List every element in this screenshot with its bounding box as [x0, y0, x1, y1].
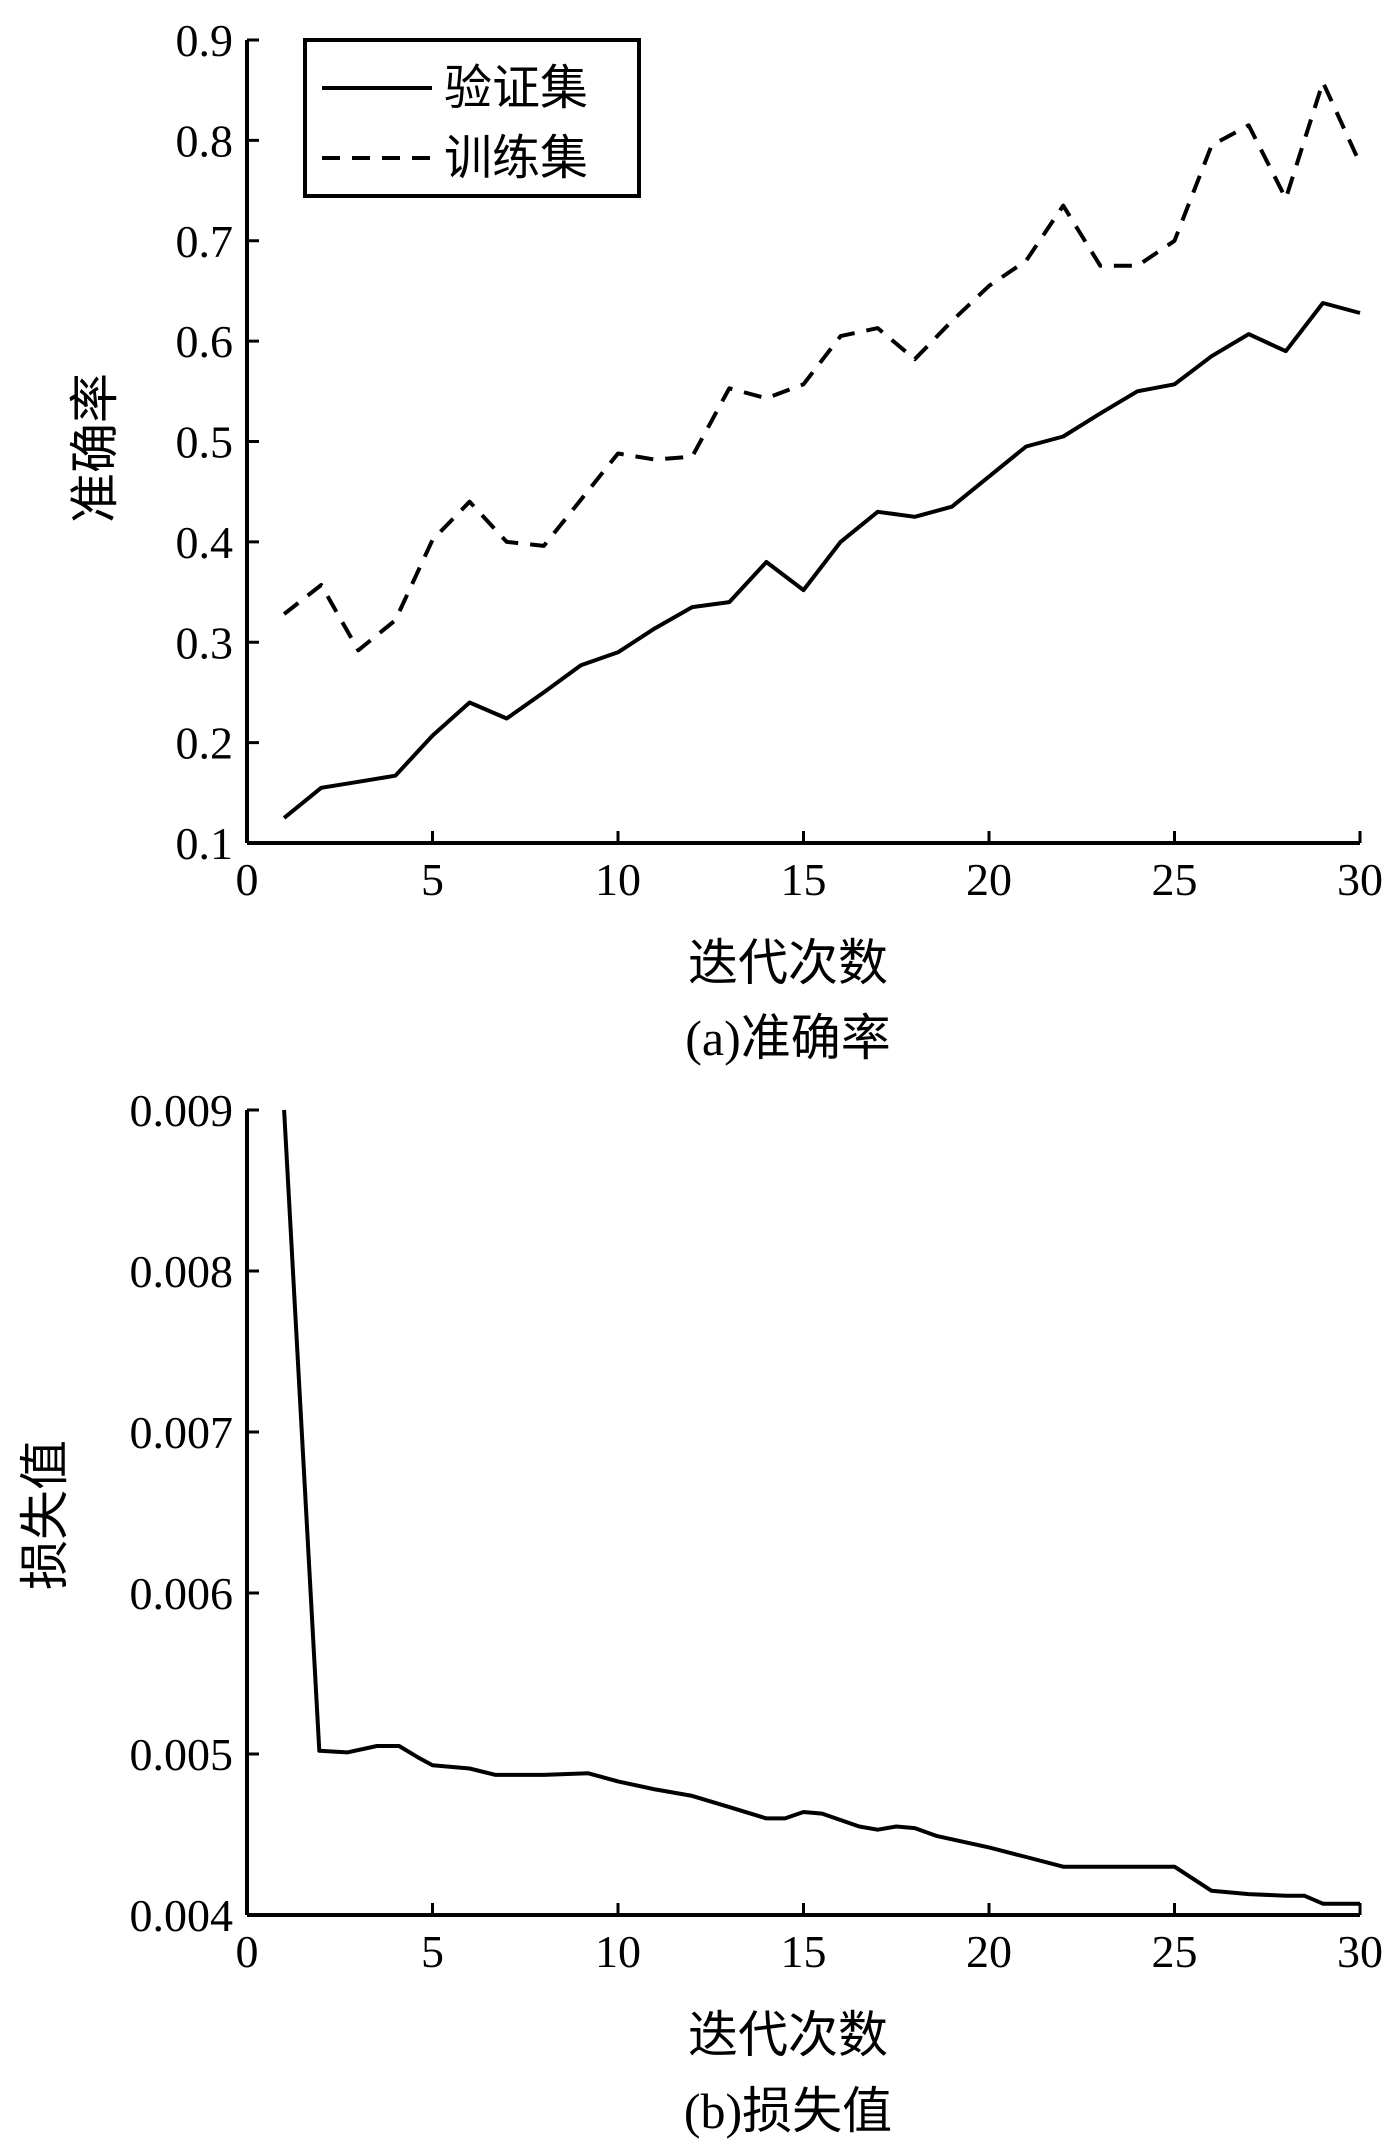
- accuracy-series-line-1: [282, 80, 1362, 653]
- accuracy-y-tick-label: 0.1: [176, 818, 234, 869]
- accuracy-marks: 0 5 10 15 20 25 30 0.1 0.2 0.3 0.4 0.5 0.6 0.7 0.8 0.9: [176, 15, 1384, 905]
- loss-x-tick-label: 25: [1152, 1926, 1198, 1977]
- loss-series-line-0: [282, 1109, 1360, 1906]
- loss-x-tick-label: 30: [1337, 1926, 1383, 1977]
- loss-x-tick-label: 0: [236, 1926, 259, 1977]
- accuracy-y-tick-label: 0.4: [176, 517, 234, 568]
- loss-caption: (b)损失值: [684, 2083, 892, 2139]
- accuracy-chart: 0 5 10 15 20 25 300.10.20.30.40.50.60.70.80.9 …: [66, 15, 1383, 1066]
- loss-y-tick-label: 0.007: [130, 1407, 234, 1458]
- loss-x-tick-label: 20: [966, 1926, 1012, 1977]
- loss-y-tick-label: 0.006: [130, 1568, 234, 1619]
- accuracy-x-tick-label: 10: [595, 854, 641, 905]
- accuracy-y-tick-label: 0.6: [176, 316, 234, 367]
- legend: 验证集 训练集: [303, 38, 641, 198]
- accuracy-y-tick-label: 0.5: [176, 417, 234, 468]
- loss-marks: 0 5 10 15 20 25 30 0.004 0.005 0.006 0.007 0.008 0.0…: [130, 1085, 1384, 1977]
- accuracy-y-tick-label: 0.3: [176, 617, 234, 668]
- loss-y-tick-label: 0.008: [130, 1246, 234, 1297]
- accuracy-y-tick-label: 0.7: [176, 216, 234, 267]
- accuracy-y-tick-label: 0.8: [176, 115, 234, 166]
- accuracy-y-tick-label: 0.2: [176, 718, 234, 769]
- accuracy-ylabel: 准确率: [66, 373, 124, 523]
- legend-label-training: 训练集: [444, 130, 588, 186]
- accuracy-xlabel: 迭代次数: [688, 934, 888, 992]
- loss-ylabel: 损失值: [16, 1440, 74, 1590]
- loss-chart: 0 5 10 15 20 25 30 0.004 0.005 0.006 0.007 0.008 0.0…: [16, 1085, 1383, 2139]
- accuracy-y-tick-label: 0.9: [176, 15, 234, 66]
- legend-label-validation: 验证集: [444, 60, 588, 116]
- accuracy-x-tick-label: 0: [236, 854, 259, 905]
- loss-y-tick-label: 0.004: [130, 1890, 234, 1941]
- accuracy-series-line-0: [282, 301, 1361, 820]
- loss-y-tick-label: 0.009: [130, 1085, 234, 1136]
- accuracy-x-tick-label: 30: [1337, 854, 1383, 905]
- loss-x-tick-label: 15: [781, 1926, 827, 1977]
- loss-x-tick-label: 5: [421, 1926, 444, 1977]
- accuracy-caption: (a)准确率: [685, 1010, 891, 1066]
- accuracy-x-tick-label: 15: [781, 854, 827, 905]
- legend-box: [303, 38, 641, 198]
- accuracy-x-tick-label: 5: [421, 854, 444, 905]
- loss-y-tick-label: 0.005: [130, 1729, 234, 1780]
- accuracy-x-tick-label: 20: [966, 854, 1012, 905]
- loss-x-tick-label: 10: [595, 1926, 641, 1977]
- loss-xlabel: 迭代次数: [688, 2006, 888, 2064]
- accuracy-x-tick-label: 25: [1152, 854, 1198, 905]
